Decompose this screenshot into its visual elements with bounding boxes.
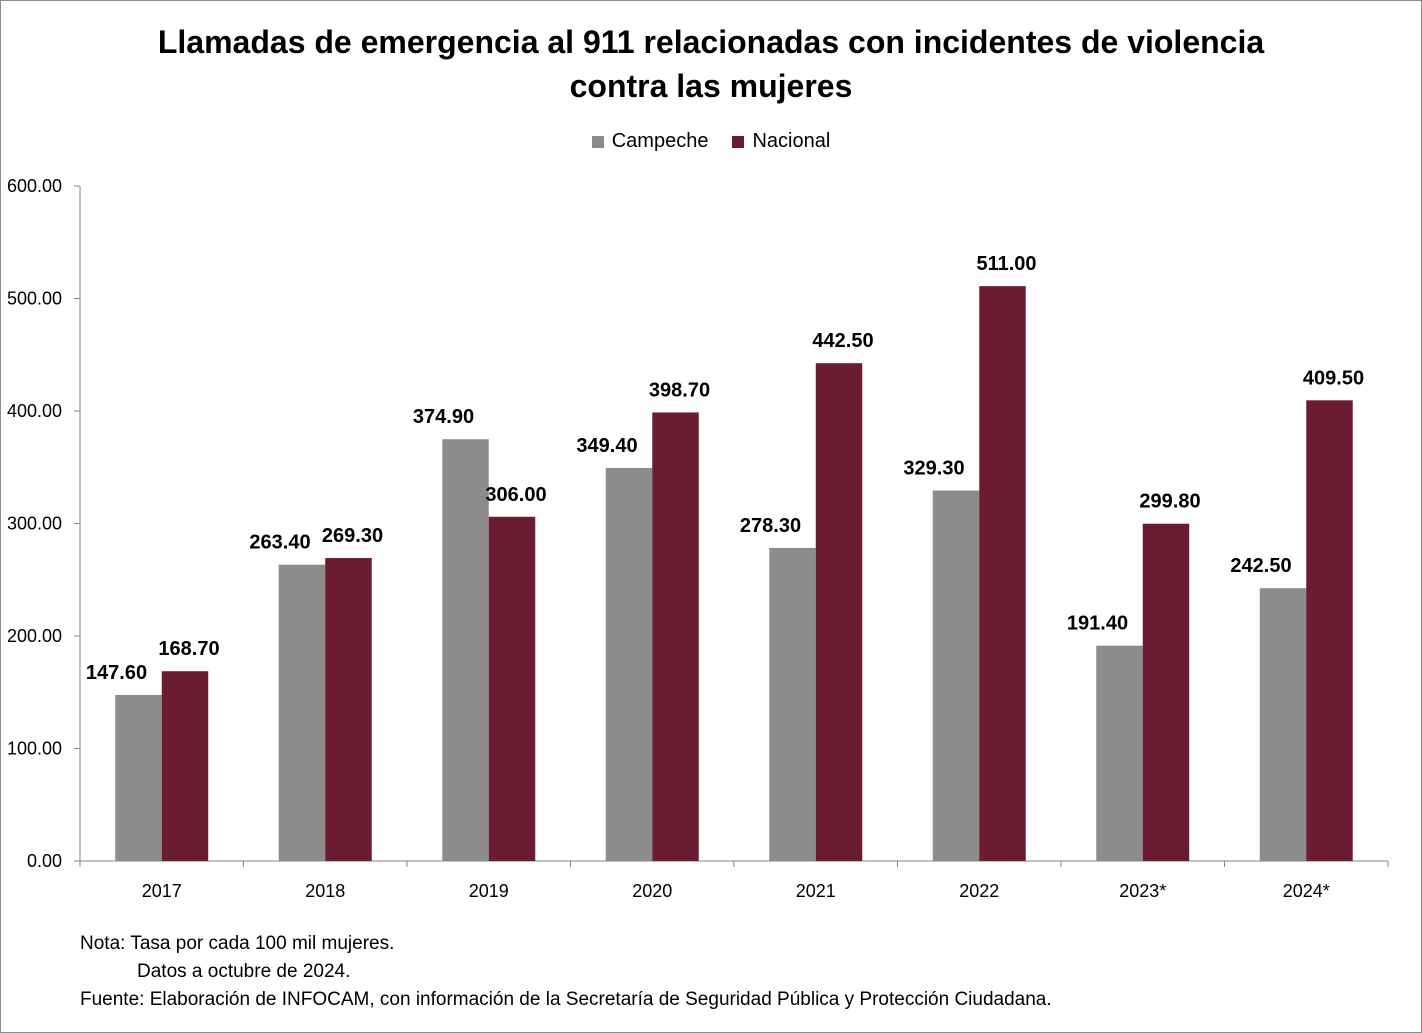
y-tick-label: 400.00	[7, 401, 62, 421]
data-label-campeche: 263.40	[249, 532, 310, 554]
x-category-label: 2019	[469, 881, 509, 901]
chart-notes: Nota: Tasa por cada 100 mil mujeres. Dat…	[80, 930, 1052, 1014]
y-tick-label: 0.00	[27, 851, 62, 871]
data-label-nacional: 269.30	[322, 525, 383, 547]
bar-nacional-2020	[652, 412, 699, 861]
data-label-nacional: 442.50	[812, 330, 873, 352]
bar-campeche-2023	[1096, 645, 1143, 861]
y-tick-label: 300.00	[7, 514, 62, 534]
data-label-campeche: 374.90	[413, 406, 474, 428]
data-label-campeche: 147.60	[86, 662, 147, 684]
legend-label-nacional: Nacional	[752, 130, 831, 152]
chart-title: Llamadas de emergencia al 911 relacionad…	[0, 20, 1422, 108]
bar-nacional-2022	[979, 286, 1026, 861]
bar-campeche-2019	[442, 439, 489, 861]
note-date-line: Datos a octubre de 2024.	[137, 961, 351, 982]
legend-label-campeche: Campeche	[611, 130, 709, 152]
x-category-label: 2021	[796, 881, 836, 901]
y-tick-label: 500.00	[7, 289, 62, 309]
legend-item-campeche: Campeche	[591, 130, 709, 153]
x-category-label: 2022	[959, 881, 999, 901]
chart-title-line-2: contra las mujeres	[569, 68, 853, 104]
chart-legend: Campeche Nacional	[0, 130, 1422, 153]
x-category-label: 2017	[142, 881, 182, 901]
y-tick-label: 600.00	[7, 176, 62, 196]
bar-campeche-2020	[605, 467, 653, 861]
bar-nacional-2017	[161, 671, 209, 861]
data-label-nacional: 511.00	[976, 253, 1036, 275]
data-label-campeche: 349.40	[576, 435, 637, 457]
data-label-nacional: 398.70	[649, 379, 710, 401]
bar-nacional-2021	[815, 363, 863, 861]
bar-nacional-2019	[488, 516, 536, 861]
data-label-nacional: 306.00	[485, 484, 546, 506]
bar-nacional-2024	[1306, 400, 1353, 861]
legend-item-nacional: Nacional	[732, 130, 830, 153]
bar-campeche-2018	[278, 564, 326, 861]
y-tick-label: 200.00	[7, 626, 62, 646]
note-line: Nota: Tasa por cada 100 mil mujeres.	[80, 933, 395, 954]
data-label-campeche: 278.30	[740, 515, 801, 537]
legend-swatch-campeche	[591, 135, 604, 148]
x-category-label: 2024*	[1283, 881, 1330, 901]
bar-campeche-2017	[115, 694, 162, 861]
x-category-label: 2020	[632, 881, 672, 901]
bar-campeche-2024	[1259, 588, 1307, 861]
x-category-label: 2018	[305, 881, 345, 901]
data-label-nacional: 299.80	[1139, 491, 1200, 513]
bar-campeche-2022	[932, 490, 980, 861]
data-label-campeche: 191.40	[1067, 613, 1128, 635]
bar-nacional-2018	[325, 558, 372, 861]
data-label-campeche: 242.50	[1230, 555, 1291, 577]
source-line: Fuente: Elaboración de INFOCAM, con info…	[80, 989, 1052, 1010]
data-label-campeche: 329.30	[903, 458, 964, 480]
legend-swatch-nacional	[732, 135, 745, 148]
data-label-nacional: 409.50	[1303, 367, 1364, 389]
chart-title-line-1: Llamadas de emergencia al 911 relacionad…	[157, 24, 1265, 60]
bar-campeche-2021	[769, 547, 816, 861]
data-label-nacional: 168.70	[158, 638, 219, 660]
x-category-label: 2023*	[1119, 881, 1166, 901]
y-tick-label: 100.00	[7, 739, 62, 759]
bar-nacional-2023	[1142, 523, 1190, 861]
